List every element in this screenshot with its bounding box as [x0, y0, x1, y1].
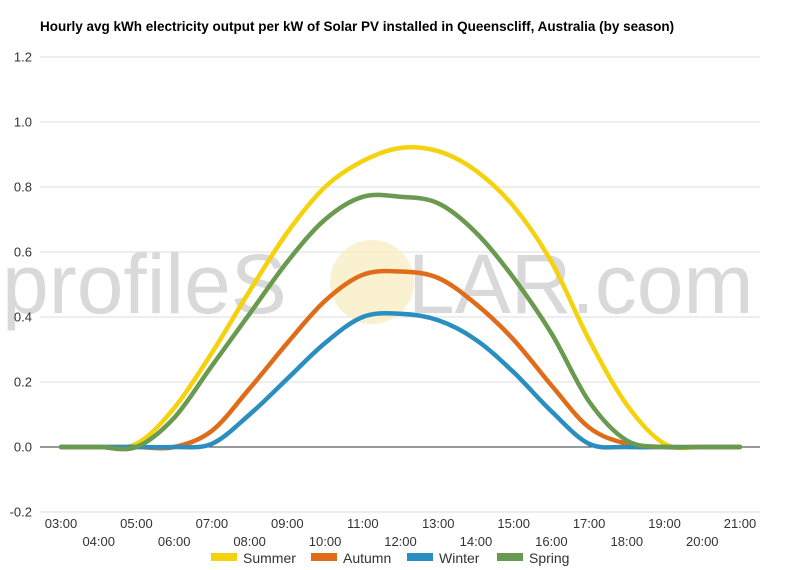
y-tick-label: 0.4 — [14, 310, 32, 325]
x-axis: 03:00 04:00 05:00 06:00 07:00 08:00 09:00 10:00… — [45, 516, 757, 549]
y-tick-label: 0.6 — [14, 245, 32, 260]
legend-swatch-summer — [211, 553, 237, 561]
x-tick-label: 08:00 — [233, 534, 266, 549]
y-tick-label: -0.2 — [10, 505, 32, 520]
x-tick-label: 18:00 — [611, 534, 644, 549]
legend-swatch-spring — [497, 553, 523, 561]
chart-title: Hourly avg kWh electricity output per kW… — [40, 19, 675, 34]
x-tick-label: 19:00 — [648, 516, 681, 531]
watermark-sun-icon — [330, 240, 414, 324]
watermark-text-right: LAR.com — [408, 237, 753, 331]
series-line-summer — [58, 145, 743, 451]
legend-label-winter: Winter — [439, 550, 480, 566]
y-tick-label: 0.2 — [14, 375, 32, 390]
x-tick-label: 11:00 — [347, 516, 379, 531]
x-tick-label: 12:00 — [384, 534, 417, 549]
legend-swatch-autumn — [311, 553, 337, 561]
x-tick-label: 20:00 — [686, 534, 719, 549]
y-tick-label: 1.2 — [14, 50, 32, 65]
y-tick-label: 1.0 — [14, 115, 32, 130]
series-line-winter — [58, 311, 743, 450]
x-tick-label: 07:00 — [196, 516, 229, 531]
legend-label-autumn: Autumn — [343, 550, 391, 566]
y-tick-label: 0.8 — [14, 180, 32, 195]
x-tick-label: 09:00 — [271, 516, 304, 531]
x-tick-label: 05:00 — [120, 516, 153, 531]
x-tick-label: 04:00 — [82, 534, 115, 549]
watermark: profileS LAR.com — [2, 237, 753, 331]
x-tick-label: 13:00 — [422, 516, 455, 531]
series-line-spring — [58, 192, 743, 452]
x-tick-label: 14:00 — [460, 534, 493, 549]
watermark-text-left: profileS — [2, 237, 287, 331]
x-tick-label: 10:00 — [309, 534, 342, 549]
legend: Summer Autumn Winter Spring — [211, 550, 569, 566]
y-tick-label: 0.0 — [14, 440, 32, 455]
series-lines — [58, 145, 743, 452]
legend-label-summer: Summer — [243, 550, 296, 566]
legend-swatch-winter — [407, 553, 433, 561]
x-tick-label: 17:00 — [573, 516, 606, 531]
x-tick-label: 06:00 — [158, 534, 191, 549]
x-tick-label: 03:00 — [45, 516, 78, 531]
y-axis: -0.2 0.0 0.2 0.4 0.6 0.8 1.0 1.2 — [10, 50, 32, 520]
x-tick-label: 21:00 — [724, 516, 757, 531]
x-tick-label: 15:00 — [497, 516, 530, 531]
x-tick-label: 16:00 — [535, 534, 568, 549]
legend-label-spring: Spring — [529, 550, 569, 566]
